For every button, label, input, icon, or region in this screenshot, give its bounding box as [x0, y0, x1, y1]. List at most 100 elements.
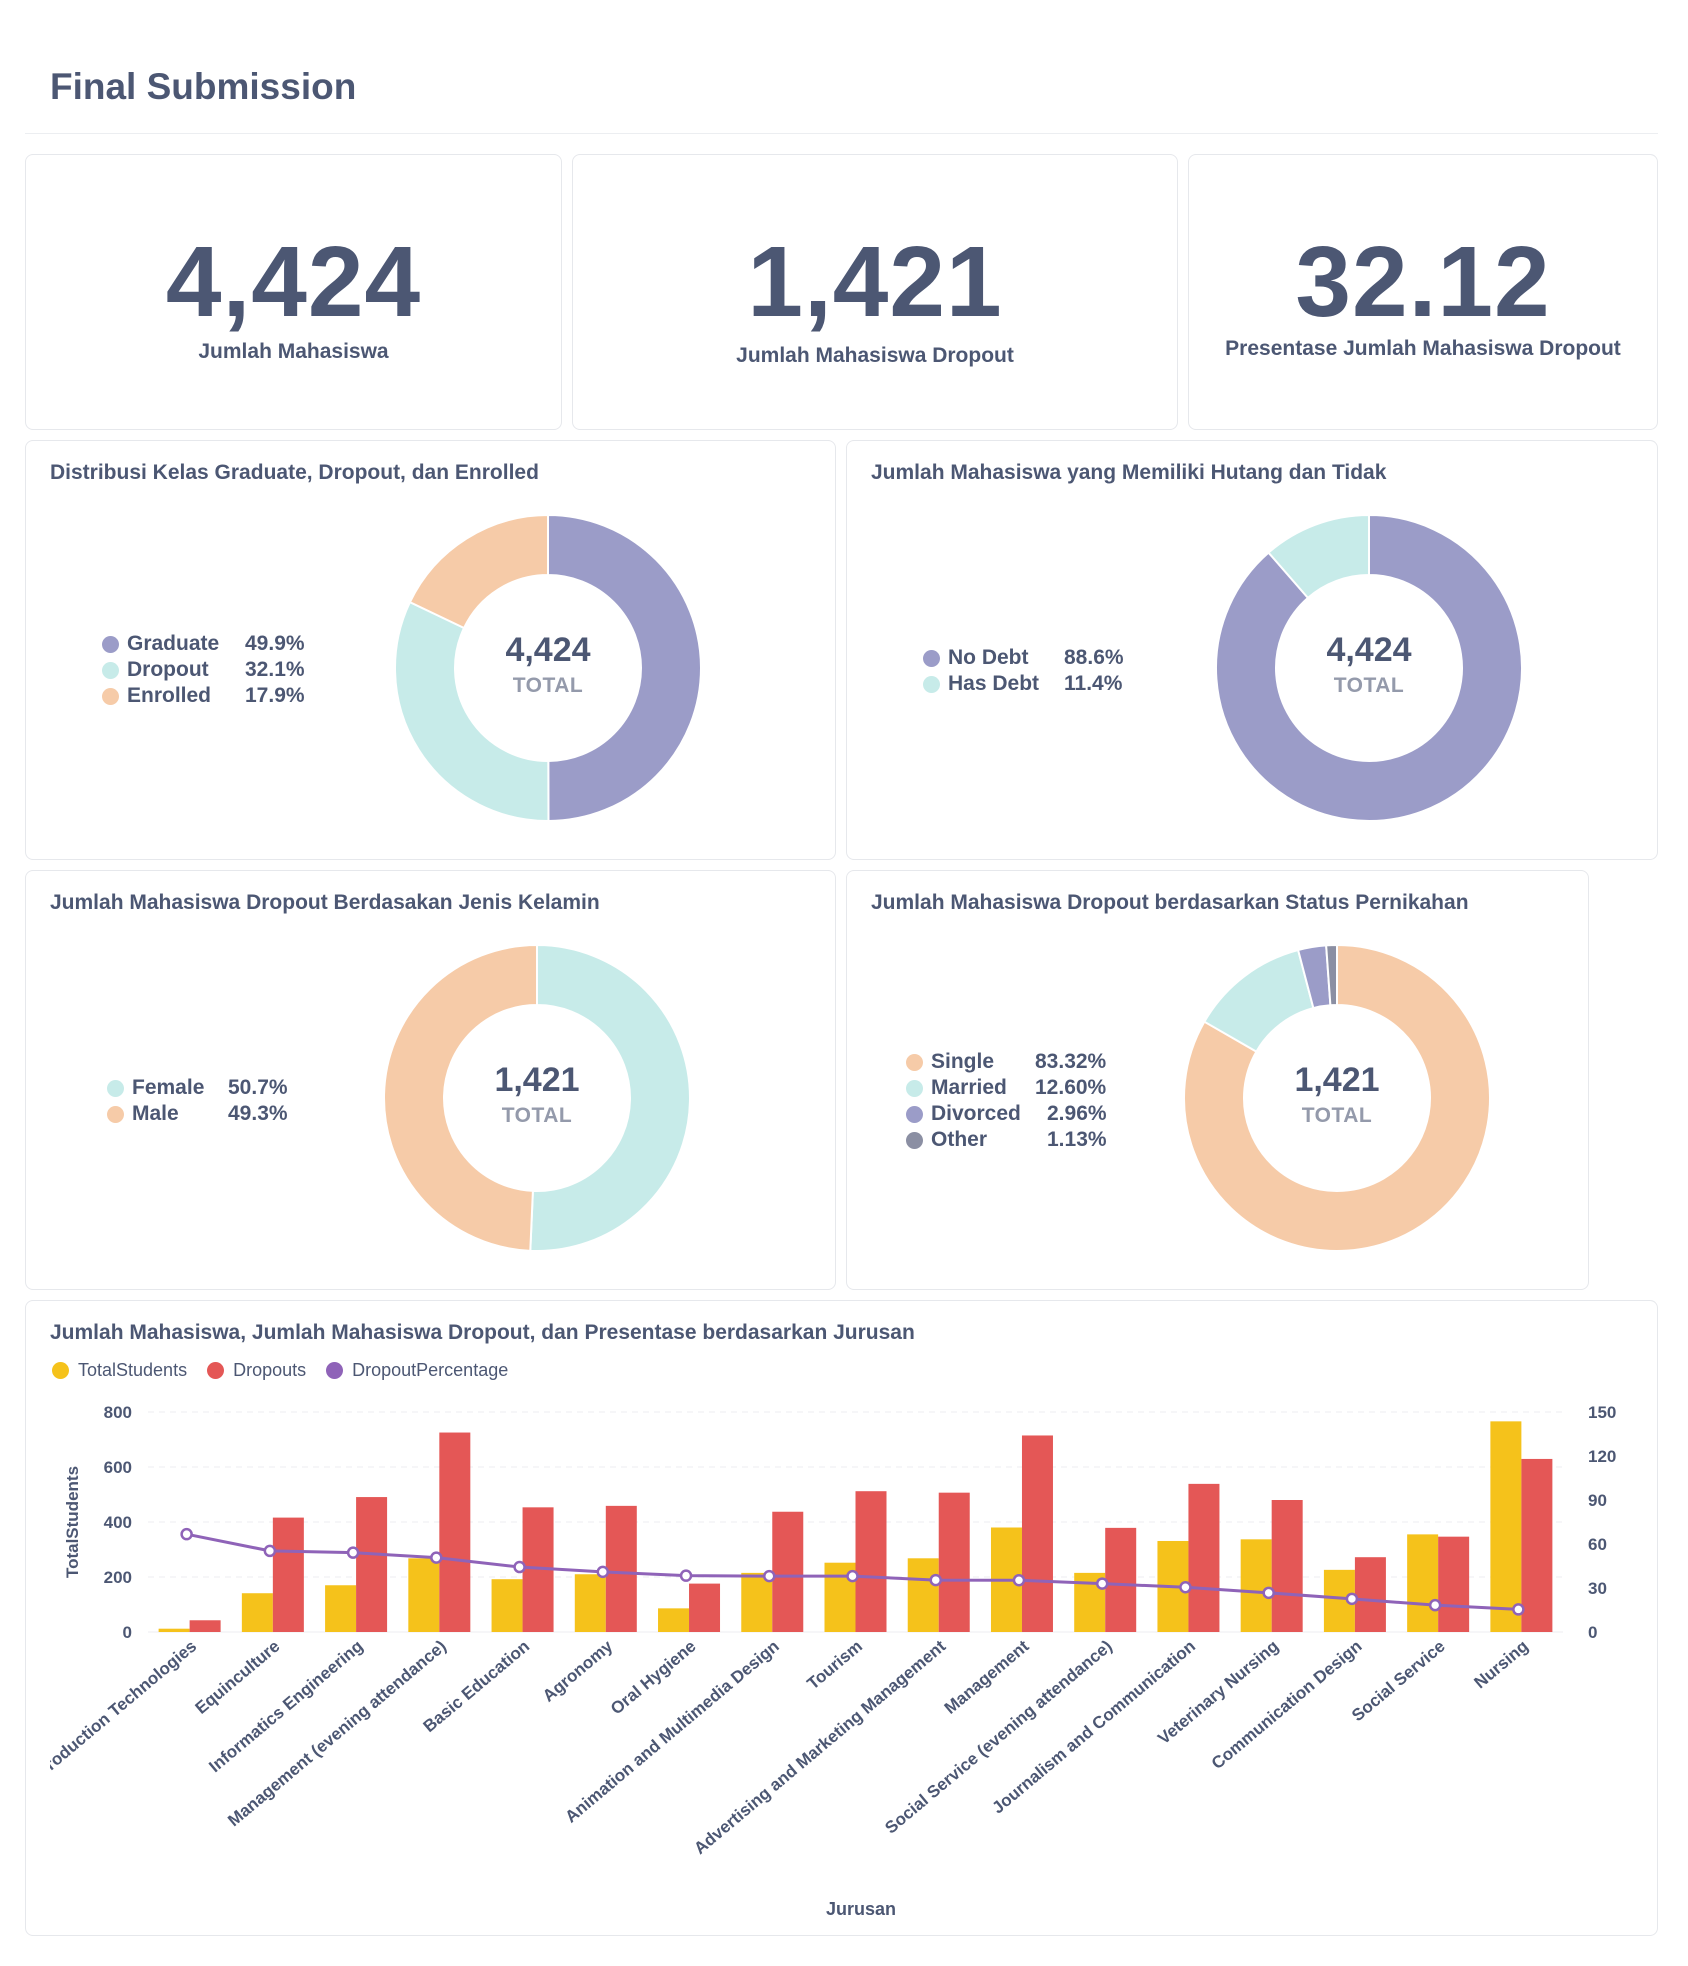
page-title: Final Submission: [50, 66, 357, 107]
legend-swatch: [906, 1131, 923, 1149]
legend-label: Married: [931, 1076, 1007, 1099]
legend-item[interactable]: Single 83.32%: [906, 1049, 1107, 1075]
legend-percent: 2.96%: [1047, 1102, 1107, 1125]
chart-title: Distribusi Kelas Graduate, Dropout, dan …: [50, 461, 539, 484]
legend-swatch: [906, 1079, 923, 1097]
chart-legend: Female 50.7% Male 49.3%: [107, 1075, 288, 1127]
legend-label: DropoutPercentage: [352, 1360, 509, 1380]
donut-slice-no-debt[interactable]: [1215, 513, 1523, 822]
legend-percent: 12.60%: [1035, 1076, 1107, 1099]
legend-percent: 17.9%: [245, 684, 305, 707]
donut-total-label: TOTAL: [1301, 1104, 1373, 1127]
legend-item[interactable]: Male 49.3%: [107, 1101, 288, 1127]
legend-percent: 88.6%: [1064, 646, 1124, 669]
legend-label: Other: [931, 1128, 988, 1151]
donut-slice-dropout[interactable]: [394, 600, 550, 822]
chart-legend: No Debt 88.6% Has Debt 11.4%: [923, 645, 1124, 697]
legend-label: Dropouts: [233, 1360, 307, 1380]
legend-swatch: [923, 675, 940, 693]
legend-swatch: [107, 1079, 124, 1097]
kpi-label: Presentase Jumlah Mahasiswa Dropout: [1225, 337, 1621, 360]
legend-swatch: [207, 1362, 225, 1379]
kpi-card-dropout-percentage[interactable]: 32.12 Presentase Jumlah Mahasiswa Dropou…: [1188, 154, 1658, 430]
legend-swatch: [52, 1362, 69, 1379]
legend-percent: 49.3%: [228, 1102, 288, 1125]
legend-item[interactable]: TotalStudents: [52, 1360, 187, 1381]
legend-item[interactable]: Female 50.7%: [107, 1075, 288, 1101]
donut-total: 4,424: [505, 631, 591, 669]
legend-item[interactable]: Married 12.60%: [906, 1075, 1107, 1101]
legend-label: Dropout: [127, 658, 209, 681]
legend-swatch: [102, 661, 119, 679]
chart-legend: Single 83.32% Married 12.60% Divorced 2.96%…: [906, 1049, 1107, 1153]
donut-total-label: TOTAL: [512, 674, 584, 697]
donut-total: 1,421: [494, 1061, 580, 1099]
kpi-value: 1,421: [747, 226, 1003, 338]
kpi-card-dropout-students[interactable]: 1,421 Jumlah Mahasiswa Dropout: [572, 154, 1178, 430]
legend-item[interactable]: Dropouts: [207, 1360, 306, 1381]
donut-total: 1,421: [1294, 1061, 1380, 1099]
kpi-label: Jumlah Mahasiswa Dropout: [736, 344, 1014, 367]
donut-slice-female[interactable]: [529, 943, 691, 1252]
chart-title: Jumlah Mahasiswa yang Memiliki Hutang da…: [871, 461, 1387, 484]
combo-chart-card[interactable]: Jumlah Mahasiswa, Jumlah Mahasiswa Dropo…: [25, 1300, 1658, 1936]
legend-percent: 50.7%: [228, 1076, 288, 1099]
legend-label: Female: [132, 1076, 205, 1099]
legend-swatch: [107, 1105, 124, 1123]
kpi-card-total-students[interactable]: 4,424 Jumlah Mahasiswa: [25, 154, 562, 430]
legend-swatch: [906, 1105, 923, 1123]
legend-item[interactable]: Enrolled 17.9%: [102, 683, 305, 709]
chart-title: Jumlah Mahasiswa, Jumlah Mahasiswa Dropo…: [50, 1321, 915, 1344]
chart-title: Jumlah Mahasiswa Dropout Berdasakan Jeni…: [50, 891, 600, 914]
legend-item[interactable]: Dropout 32.1%: [102, 657, 305, 683]
legend-item[interactable]: Divorced 2.96%: [906, 1101, 1107, 1127]
legend-label: Graduate: [127, 632, 220, 655]
chart-legend: Graduate 49.9% Dropout 32.1% Enrolled 17.9%: [102, 631, 305, 709]
legend-swatch: [102, 635, 119, 653]
donut-card-class-distribution[interactable]: Distribusi Kelas Graduate, Dropout, dan …: [25, 440, 836, 860]
donut-chart: 1,421 TOTAL: [1182, 943, 1492, 1253]
legend-item[interactable]: DropoutPercentage: [326, 1360, 508, 1381]
donut-slice-other[interactable]: [1325, 943, 1338, 1007]
legend-swatch: [923, 649, 940, 667]
donut-slice-single[interactable]: [1183, 943, 1491, 1252]
legend-item[interactable]: Has Debt 11.4%: [923, 671, 1124, 697]
legend-item[interactable]: No Debt 88.6%: [923, 645, 1124, 671]
legend-percent: 83.32%: [1035, 1050, 1107, 1073]
donut-total: 4,424: [1326, 631, 1412, 669]
donut-slice-graduate[interactable]: [547, 513, 702, 823]
donut-chart: 1,421 TOTAL: [382, 943, 692, 1253]
legend-label: Has Debt: [948, 672, 1040, 695]
donut-slice-has-debt[interactable]: [1267, 513, 1370, 600]
legend-label: TotalStudents: [78, 1360, 188, 1380]
chart-title: Jumlah Mahasiswa Dropout berdasarkan Sta…: [871, 891, 1469, 914]
legend-percent: 49.9%: [245, 632, 305, 655]
donut-total-label: TOTAL: [501, 1104, 573, 1127]
legend-percent: 32.1%: [245, 658, 305, 681]
kpi-value: 32.12: [1295, 226, 1551, 338]
donut-slice-enrolled[interactable]: [408, 513, 549, 630]
donut-total-label: TOTAL: [1333, 674, 1405, 697]
kpi-label: Jumlah Mahasiswa: [198, 340, 389, 363]
donut-card-marital-status[interactable]: Jumlah Mahasiswa Dropout berdasarkan Sta…: [846, 870, 1589, 1290]
kpi-value: 4,424: [165, 226, 422, 338]
legend-label: No Debt: [948, 646, 1029, 669]
legend-swatch: [102, 687, 119, 705]
donut-chart: 4,424 TOTAL: [1214, 513, 1524, 823]
donut-slice-male[interactable]: [383, 943, 538, 1252]
legend-swatch: [326, 1362, 344, 1379]
donut-card-gender[interactable]: Jumlah Mahasiswa Dropout Berdasakan Jeni…: [25, 870, 836, 1290]
title-divider: [25, 133, 1658, 134]
legend-item[interactable]: Other 1.13%: [906, 1127, 1107, 1153]
donut-chart: 4,424 TOTAL: [393, 513, 703, 823]
legend-item[interactable]: Graduate 49.9%: [102, 631, 305, 657]
legend-label: Divorced: [931, 1102, 1021, 1125]
legend-label: Male: [132, 1102, 179, 1125]
legend-percent: 11.4%: [1064, 672, 1123, 695]
legend-swatch: [906, 1053, 923, 1071]
legend-label: Enrolled: [127, 684, 212, 707]
donut-card-debt[interactable]: Jumlah Mahasiswa yang Memiliki Hutang da…: [846, 440, 1658, 860]
chart-legend: TotalStudents Dropouts DropoutPercentage: [52, 1360, 508, 1381]
legend-percent: 1.13%: [1047, 1128, 1107, 1151]
legend-label: Single: [931, 1050, 995, 1073]
